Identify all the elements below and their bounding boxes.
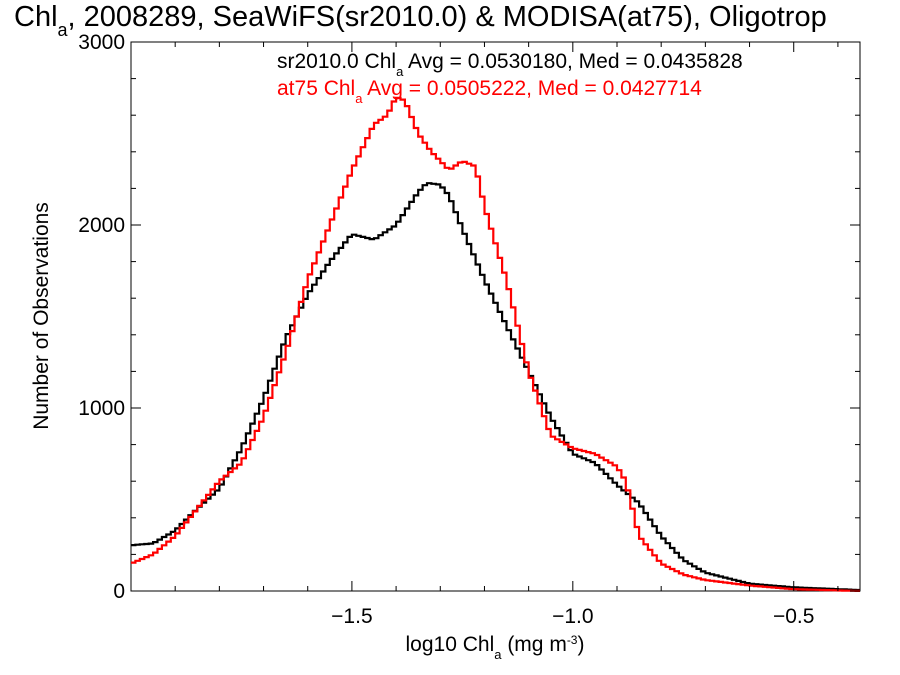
x-axis-label-superscript: -3: [567, 633, 578, 647]
y-tick-label: 0: [113, 580, 125, 603]
annotation-sr2010-rest: Avg = 0.0530180, Med = 0.0435828: [403, 50, 742, 73]
annotation-sr2010-subscript: a: [396, 64, 404, 79]
y-tick-label: 3000: [78, 31, 125, 54]
x-axis-label-subscript: a: [494, 647, 502, 662]
chart-title: Chla, 2008289, SeaWiFS(sr2010.0) & MODIS…: [14, 1, 827, 40]
series-line-at75: [131, 96, 860, 592]
series-line-sr2010: [131, 182, 860, 592]
x-axis-label-close: ): [577, 633, 584, 656]
y-tick-label: 2000: [78, 214, 125, 237]
y-axis-label: Number of Observations: [30, 202, 53, 430]
x-tick-label: −1.5: [331, 605, 372, 628]
series-layer: [131, 96, 860, 592]
tick-label-layer: −1.5 −1.0 −0.5 0 1000 2000 3000: [78, 31, 814, 628]
chart-title-subscript: a: [58, 20, 69, 40]
plot-frame: [130, 41, 861, 592]
tick-layer: [131, 41, 860, 592]
annotation-sr2010-base: sr2010.0 Chl: [277, 50, 396, 73]
annotation-at75-subscript: a: [355, 91, 363, 106]
x-tick-label: −1.0: [552, 605, 593, 628]
x-axis-label: log10 Chla (mg m-3): [406, 633, 585, 662]
chart-title-rest: , 2008289, SeaWiFS(sr2010.0) & MODISA(at…: [68, 1, 827, 33]
annotation-sr2010: sr2010.0 Chla Avg = 0.0530180, Med = 0.0…: [277, 50, 743, 79]
x-axis-label-rest: (mg m: [501, 633, 566, 656]
chart-title-base: Chl: [14, 1, 58, 33]
annotation-at75-rest: Avg = 0.0505222, Med = 0.0427714: [362, 77, 702, 100]
x-axis-label-base: log10 Chl: [406, 633, 495, 656]
x-tick-label: −0.5: [773, 605, 814, 628]
annotation-at75: at75 Chla Avg = 0.0505222, Med = 0.04277…: [277, 77, 702, 106]
annotation-at75-base: at75 Chl: [277, 77, 355, 100]
y-tick-label: 1000: [78, 397, 125, 420]
